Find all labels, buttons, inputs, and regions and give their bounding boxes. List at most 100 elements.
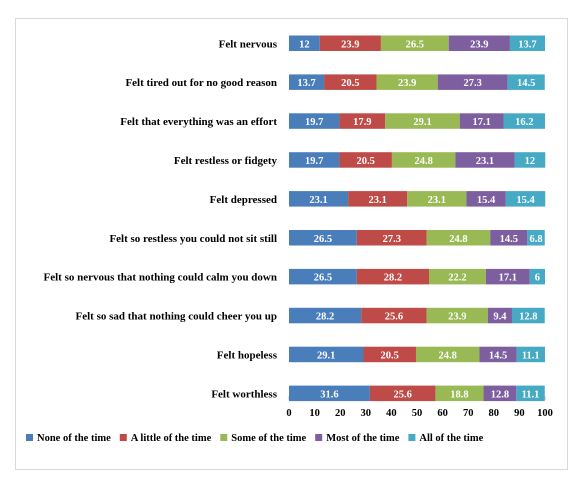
bar-segment-a-little-of-the-time bbox=[369, 385, 436, 402]
data-label: 23.1 bbox=[369, 195, 387, 206]
data-label: 20.5 bbox=[341, 78, 359, 89]
legend-swatch-most-of-the-time bbox=[315, 434, 323, 441]
legend-label-none-of-the-time: None of the time bbox=[37, 433, 111, 444]
legend-swatch-all-of-the-time bbox=[408, 434, 416, 441]
bar-segment-a-little-of-the-time bbox=[324, 74, 377, 90]
data-label: 20.5 bbox=[381, 350, 399, 361]
data-label: 19.7 bbox=[305, 156, 323, 167]
bar-segment-a-little-of-the-time bbox=[339, 152, 392, 168]
data-label: 14.5 bbox=[517, 78, 535, 89]
bar-segment-none-of-the-time bbox=[289, 346, 364, 363]
category-label-felt-so-nervous-that-nothing-could-calm-you-down: Felt so nervous that nothing could calm … bbox=[44, 272, 277, 284]
data-label: 24.8 bbox=[414, 156, 432, 167]
x-tick-label: 50 bbox=[412, 408, 423, 419]
data-label: 25.6 bbox=[393, 389, 411, 400]
data-label: 17.1 bbox=[472, 117, 490, 128]
legend-swatch-some-of-the-time bbox=[220, 434, 228, 441]
data-label: 26.5 bbox=[406, 39, 424, 50]
bar-segment-none-of-the-time bbox=[289, 385, 370, 402]
x-tick-label: 0 bbox=[286, 408, 291, 419]
data-label: 28.2 bbox=[384, 273, 402, 284]
x-tick-label: 10 bbox=[309, 408, 320, 419]
x-tick-label: 40 bbox=[386, 408, 397, 419]
data-label: 25.6 bbox=[385, 312, 403, 323]
data-label: 24.8 bbox=[449, 234, 467, 245]
bar-segment-all-of-the-time bbox=[505, 191, 546, 207]
data-label: 23.9 bbox=[448, 312, 466, 323]
data-label: 17.9 bbox=[353, 117, 371, 128]
category-label-felt-hopeless: Felt hopeless bbox=[217, 349, 278, 361]
data-label: 12.8 bbox=[519, 312, 537, 323]
bar-segment-most-of-the-time bbox=[487, 307, 512, 324]
data-label: 29.1 bbox=[317, 350, 335, 361]
x-tick-label: 80 bbox=[489, 408, 500, 419]
bar-segment-a-little-of-the-time bbox=[361, 307, 427, 324]
data-label: 29.1 bbox=[413, 117, 431, 128]
bar-segment-a-little-of-the-time bbox=[339, 113, 386, 129]
category-label-felt-tired-out-for-no-good-reason: Felt tired out for no good reason bbox=[125, 77, 277, 89]
data-label: 13.7 bbox=[518, 39, 536, 50]
data-label: 26.5 bbox=[314, 234, 332, 245]
category-label-felt-that-everything-was-an-effort: Felt that everything was an effort bbox=[120, 116, 277, 128]
data-label: 31.6 bbox=[320, 389, 338, 400]
bar-segment-a-little-of-the-time bbox=[356, 268, 430, 285]
bar-segment-most-of-the-time bbox=[490, 230, 528, 246]
data-label: 13.7 bbox=[297, 78, 315, 89]
data-label: 19.7 bbox=[305, 117, 323, 128]
data-label: 15.4 bbox=[516, 195, 535, 206]
data-label: 18.8 bbox=[450, 389, 468, 400]
bar-segment-all-of-the-time bbox=[516, 385, 545, 402]
bar-segment-all-of-the-time bbox=[507, 74, 545, 90]
category-label-felt-so-restless-you-could-not-sit-still: Felt so restless you could not sit still bbox=[109, 233, 277, 245]
bar-segment-none-of-the-time bbox=[289, 113, 340, 129]
data-label: 11.1 bbox=[522, 350, 540, 361]
data-label: 20.5 bbox=[356, 156, 374, 167]
bar-segment-all-of-the-time bbox=[509, 35, 545, 51]
data-label: 6 bbox=[535, 273, 540, 284]
bar-segment-a-little-of-the-time bbox=[356, 230, 427, 246]
bar-segment-a-little-of-the-time bbox=[348, 191, 408, 207]
data-label: 11.1 bbox=[522, 389, 540, 400]
data-label: 12 bbox=[299, 39, 310, 50]
bar-segment-none-of-the-time bbox=[289, 152, 340, 168]
bar-segment-most-of-the-time bbox=[437, 74, 508, 90]
category-label-felt-so-sad-that-nothing-could-cheer-you-up: Felt so sad that nothing could cheer you… bbox=[76, 311, 278, 323]
legend-label-all-of-the-time: All of the time bbox=[419, 433, 483, 444]
data-label: 9.4 bbox=[493, 312, 507, 323]
bar-segment-a-little-of-the-time bbox=[319, 35, 381, 51]
bar-segment-some-of-the-time bbox=[376, 74, 438, 90]
legend-swatch-none-of-the-time bbox=[26, 434, 33, 441]
category-label-felt-worthless: Felt worthless bbox=[211, 388, 277, 400]
x-tick-label: 30 bbox=[361, 408, 372, 419]
data-label: 6.8 bbox=[529, 234, 542, 245]
bar-segment-some-of-the-time bbox=[415, 346, 480, 363]
data-label: 27.3 bbox=[383, 234, 401, 245]
x-tick-label: 60 bbox=[437, 408, 448, 419]
category-label-felt-restless-or-fidgety: Felt restless or fidgety bbox=[174, 155, 278, 167]
bar-segment-most-of-the-time bbox=[485, 268, 530, 285]
bar-segment-all-of-the-time bbox=[503, 113, 545, 129]
legend-label-some-of-the-time: Some of the time bbox=[231, 433, 306, 444]
data-label: 14.5 bbox=[489, 350, 507, 361]
data-label: 23.9 bbox=[341, 39, 359, 50]
bar-segment-none-of-the-time bbox=[289, 191, 349, 207]
data-label: 22.2 bbox=[448, 273, 466, 284]
bar-segment-none-of-the-time bbox=[289, 35, 320, 51]
bar-segment-most-of-the-time bbox=[448, 35, 510, 51]
bar-segment-all-of-the-time bbox=[514, 152, 546, 168]
data-label: 12.8 bbox=[491, 389, 509, 400]
bar-segment-most-of-the-time bbox=[459, 113, 504, 129]
legend-label-most-of-the-time: Most of the time bbox=[326, 433, 400, 444]
bar-segment-most-of-the-time bbox=[483, 385, 517, 402]
data-label: 23.9 bbox=[398, 78, 416, 89]
category-label-felt-nervous: Felt nervous bbox=[219, 38, 278, 50]
bar-segment-a-little-of-the-time bbox=[363, 346, 416, 363]
bar-segment-none-of-the-time bbox=[289, 230, 357, 246]
category-label-felt-depressed: Felt depressed bbox=[210, 194, 277, 206]
legend-swatch-a-little-of-the-time bbox=[119, 434, 127, 441]
data-label: 23.1 bbox=[309, 195, 327, 206]
bar-segment-some-of-the-time bbox=[385, 113, 460, 129]
data-label: 17.1 bbox=[499, 273, 517, 284]
data-label: 24.8 bbox=[439, 350, 457, 361]
